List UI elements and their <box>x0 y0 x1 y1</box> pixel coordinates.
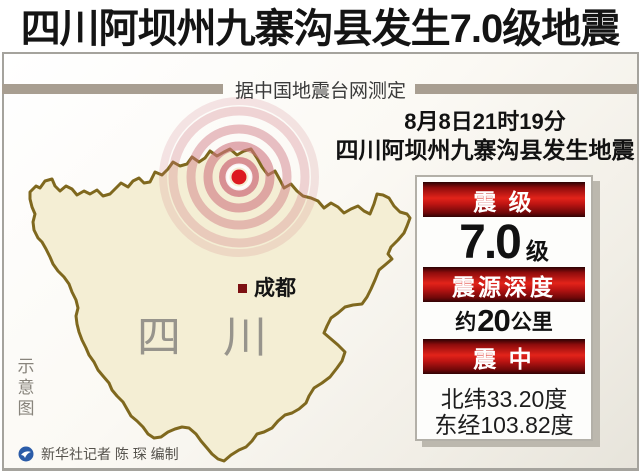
credit-line: 新华社记者 陈 琛 编制 <box>18 444 179 464</box>
depth-value: 20 <box>477 302 510 338</box>
depth-unit: 公里 <box>510 310 553 334</box>
earthquake-info-panel: 震 级 7.0 级 震源深度 约 20 公里 震 中 北纬33.20度 东经10… <box>415 175 593 441</box>
depth-prefix: 约 <box>455 310 477 334</box>
epicenter-rings-icon <box>159 97 319 257</box>
province-label: 四川 <box>137 312 309 363</box>
epicenter-dot <box>231 169 247 185</box>
report-location: 四川阿坝州九寨沟县发生地震 <box>335 137 635 163</box>
depth-badge: 震源深度 <box>423 267 585 302</box>
divider-bar-left <box>2 84 223 94</box>
page-title: 四川阿坝州九寨沟县发生7.0级地震 <box>20 7 621 51</box>
report-datetime: 8月8日21时19分 <box>404 109 566 134</box>
divider-bar-right <box>415 84 637 94</box>
magnitude-row: 7.0 级 <box>423 216 585 269</box>
schematic-note: 示意图 <box>17 357 35 418</box>
epicenter-longitude: 东经103.82度 <box>434 412 574 438</box>
epicenter-badge: 震 中 <box>423 339 585 374</box>
city-chengdu: 成都 <box>238 272 296 302</box>
magnitude-unit: 级 <box>525 238 549 264</box>
xinhua-logo-icon <box>18 446 34 462</box>
epicenter-latitude: 北纬33.20度 <box>440 386 568 412</box>
city-label: 成都 <box>254 277 296 300</box>
source-attribution: 据中国地震台网测定 <box>234 80 406 102</box>
magnitude-value: 7.0 <box>459 216 522 269</box>
depth-row: 约 20 公里 <box>423 302 585 339</box>
sichuan-province-outline <box>28 147 412 463</box>
credit-text: 新华社记者 陈 琛 编制 <box>41 446 179 462</box>
magnitude-badge: 震 级 <box>423 182 585 217</box>
city-marker-icon <box>238 284 247 293</box>
